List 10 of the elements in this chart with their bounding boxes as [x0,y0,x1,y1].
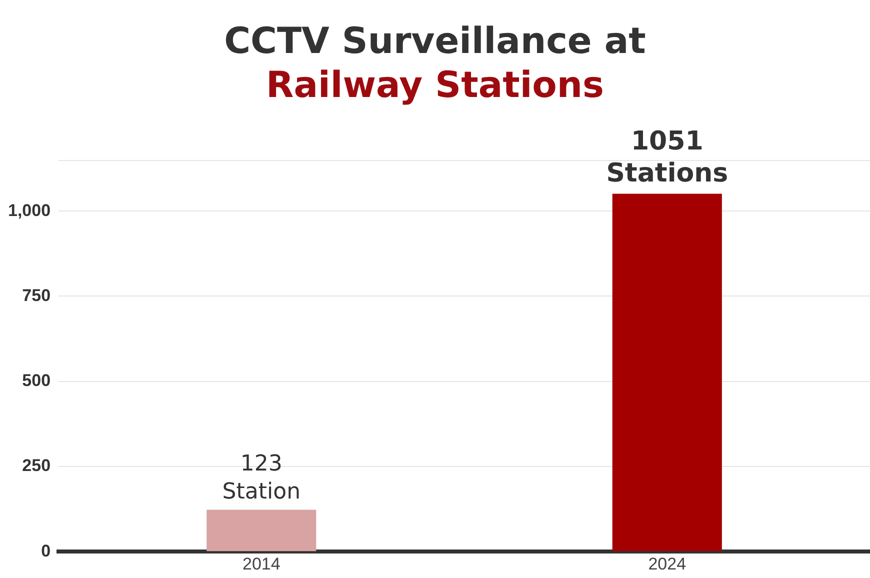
chart-title: CCTV Surveillance at Railway Stations [223,20,647,108]
data-label: 123 Station [222,451,301,504]
y-tick-label: 500 [22,371,51,390]
y-tick-label: 0 [41,541,51,560]
x-tick-label: 2024 [648,554,686,574]
x-tick-label: 2014 [242,554,280,574]
y-tick-label: 1,000 [8,200,51,220]
data-label: 1051 Stations [606,126,728,188]
y-tick-label: 750 [22,286,51,305]
y-tick-label: 250 [22,456,51,476]
